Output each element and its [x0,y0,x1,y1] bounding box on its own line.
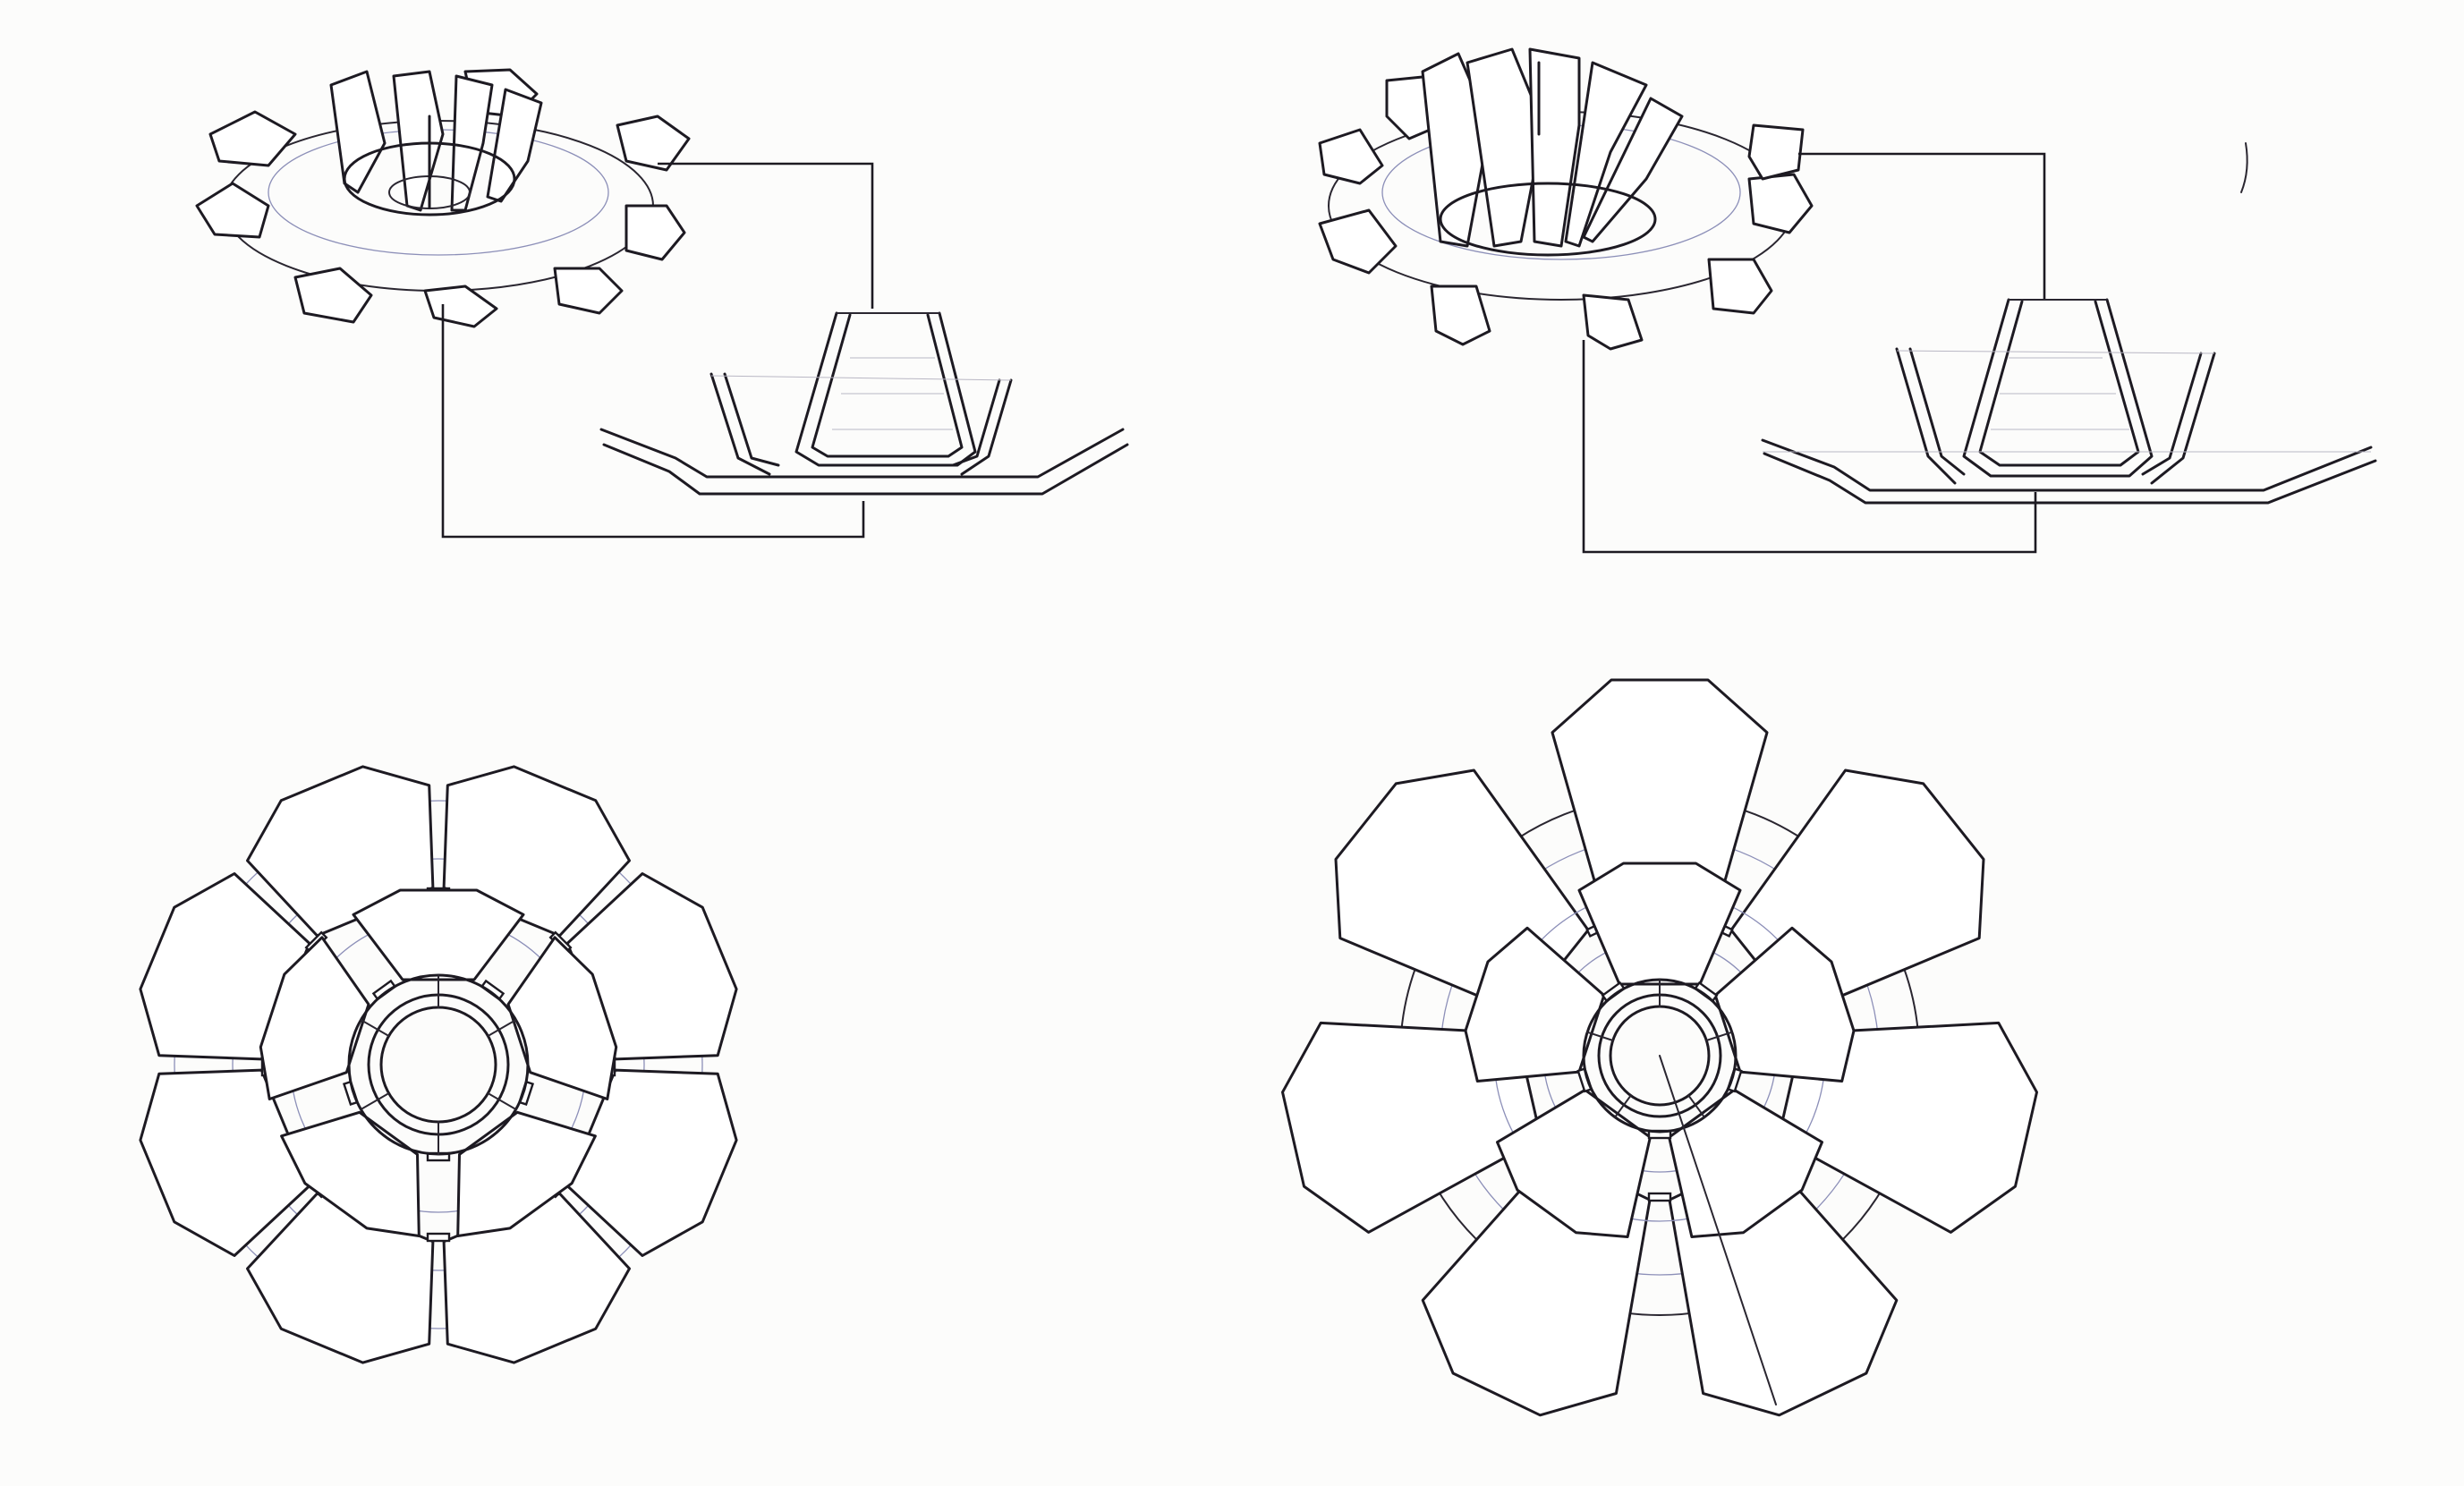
hatch-line [1896,350,2215,354]
construction-line [1659,1055,1777,1405]
top-view-left [139,765,738,1364]
guide-circle [174,800,703,1329]
petal-slot [426,1232,451,1243]
inner-petal [456,1110,597,1237]
outer-petal [1707,258,1773,315]
outer-petal [423,284,498,328]
outer-petal [208,110,297,167]
inner-cup-outer [794,311,977,467]
petal-slot [1693,981,1719,1003]
outer-wall-right-inner [2141,352,2203,476]
hub-tick [360,1092,390,1110]
outer-petal [1582,293,1644,351]
base-profile-top [1761,438,2373,492]
leader-line [1798,152,2046,300]
inner-cup-rim [1439,182,1657,257]
hub-tick [1614,1094,1632,1118]
outer-wall-right [960,378,1013,476]
outer-petal [195,182,270,239]
inner-petal [259,936,370,1100]
petal-slot [1647,1192,1672,1202]
outer-petal-ring [1281,678,2038,1417]
inner-petal [352,888,525,981]
outer-wall-left [709,372,771,476]
outer-petal [624,204,686,261]
inner-cup-inner [1978,300,2140,467]
outer-wall-left [1895,347,1957,485]
inner-petal [280,1110,421,1237]
outer-petal [1318,128,1384,185]
hub-hole [379,1006,497,1124]
outer-petal [293,267,373,324]
section-view-left [599,311,1129,496]
outer-petal [616,115,691,172]
hub-tick [1687,1094,1705,1118]
petal-slot [1601,981,1627,1003]
outer-wall-left-inner [1908,347,1966,476]
outer-petal [553,267,624,315]
hub-ticks [360,974,517,1155]
hub-tick [487,1092,517,1110]
section-view-right [1761,298,2377,505]
outer-petal [1318,208,1398,275]
hub-tick [1705,1031,1733,1041]
outer-petal [1430,284,1491,346]
hub-tick [360,1019,390,1037]
inner-petal-ring [259,888,618,1237]
outer-wall-right [2150,352,2216,485]
leader-line [658,162,874,309]
hub-ticks [1586,979,1733,1118]
petal-slot [371,979,397,1001]
perspective-sketch-right [1318,47,2248,554]
leader-line [1582,340,2037,554]
outer-wall-left-inner [723,372,780,467]
hatch-line [710,375,1012,381]
inner-cup-inner [811,313,964,458]
hub-ring [367,993,510,1136]
leader-line [441,304,865,539]
inner-petal [506,936,618,1100]
petal-slot [480,979,506,1001]
base-profile-bottom [602,443,1129,496]
inner-cup-outer [1962,298,2154,478]
inner-petal [1564,61,1648,248]
inner-petal [450,74,494,212]
perspective-sketch-left [195,68,874,539]
guide-circle [232,858,645,1271]
outer-petal [1747,123,1805,181]
inner-petal [1577,862,1742,986]
inner-petal [392,70,445,212]
hub-tick [1586,1031,1614,1041]
inner-petal [1582,97,1684,243]
inner-petal [1528,47,1581,248]
inner-petal [329,70,387,194]
base-profile-top [599,428,1125,479]
top-view-right [1281,678,2038,1417]
base-profile-bottom [1763,452,2377,505]
outer-petal [1747,173,1814,234]
outer-petal-ring [139,765,738,1364]
stray-mark [2240,142,2248,193]
hub-tick [487,1019,517,1037]
